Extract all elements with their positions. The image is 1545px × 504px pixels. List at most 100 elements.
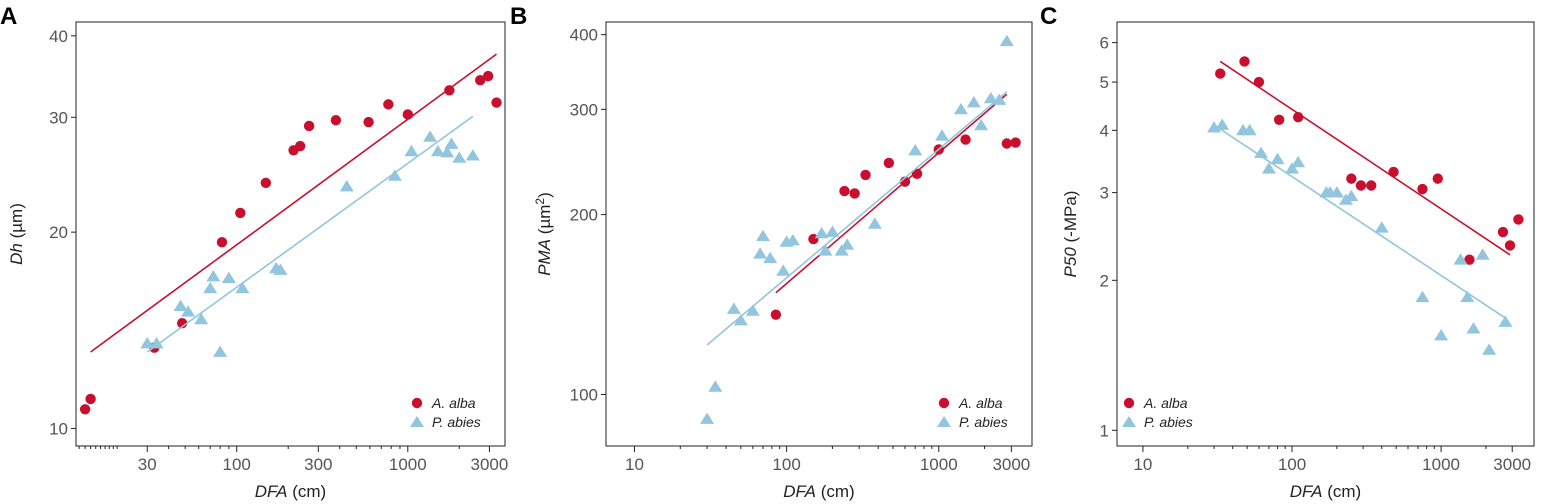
point-abies (206, 270, 221, 282)
point-abies (452, 151, 467, 163)
point-alba (883, 157, 895, 169)
x-axis-title-unit: (cm) (1323, 482, 1362, 501)
point-abies (814, 226, 829, 239)
point-abies (1374, 221, 1389, 233)
point-abies (834, 244, 849, 256)
panel-letter: C (1040, 3, 1057, 30)
legend-marker-abies (1122, 416, 1136, 427)
point-alba (1346, 173, 1357, 184)
panel-A: A 10 20 30 40 30 100 300 1000 3000 DFA (cm) Dh (µm)… (0, 3, 508, 501)
point-abies (213, 345, 228, 357)
point-abies (1344, 189, 1359, 202)
y-axis-title-unit: (µm (535, 205, 554, 239)
point-alba (849, 188, 860, 199)
point-abies (733, 313, 748, 326)
x-tick-label: 1000 (389, 455, 427, 474)
y-tick-label: 2 (1100, 271, 1109, 290)
point-abies (1242, 123, 1257, 136)
y-axis-title-close: ) (535, 192, 554, 198)
point-abies (1215, 118, 1230, 130)
x-tick-label: 1000 (1422, 455, 1460, 474)
point-alba (1504, 240, 1516, 251)
y-tick-label: 300 (570, 100, 598, 119)
legend-label-abies: P. abies (959, 414, 1008, 430)
x-axis-title-var: DFA (255, 482, 288, 501)
legend-marker-alba (1123, 397, 1135, 409)
point-abies (1261, 162, 1276, 174)
point-alba (1292, 112, 1304, 123)
point-abies (140, 336, 155, 349)
point-alba (235, 207, 246, 219)
point-alba (383, 99, 394, 110)
point-abies (203, 281, 218, 294)
point-abies (387, 169, 402, 181)
point-abies (1460, 290, 1475, 303)
y-tick-label: 3 (1100, 184, 1109, 203)
point-abies (753, 247, 768, 259)
point-alba (482, 70, 494, 82)
x-tick-label: 100 (772, 455, 800, 474)
point-abies (1453, 253, 1468, 265)
point-abies (173, 299, 188, 312)
y-tick-label: 400 (570, 26, 598, 45)
x-axis-title: DFA (cm) (783, 482, 854, 501)
point-abies (726, 302, 741, 314)
x-axis-title-var: DFA (783, 482, 816, 501)
panel-B: B 100 200 300 400 10 100 1000 3000 DFA (cm) PMA (µ… (510, 3, 1033, 501)
legend-marker-alba (411, 397, 423, 409)
point-abies (763, 251, 778, 264)
legend-marker-abies (410, 416, 424, 427)
point-alba (1253, 76, 1265, 88)
point-abies (745, 304, 760, 316)
fit-line-abies (146, 115, 474, 353)
legend-label-alba: A. alba (1143, 395, 1188, 411)
point-alba (260, 177, 272, 189)
point-abies (1415, 290, 1430, 303)
y-tick-label: 20 (49, 223, 68, 242)
point-abies (339, 179, 354, 192)
panel-letter: B (510, 3, 527, 30)
y-axis-title-sup: 2 (533, 198, 547, 205)
y-axis-title: PMA (µm2) (533, 192, 554, 276)
point-abies (194, 312, 209, 325)
point-abies (444, 137, 459, 149)
point-alba (1215, 68, 1226, 79)
point-abies (756, 229, 771, 242)
point-abies (934, 129, 949, 141)
point-abies (1329, 186, 1344, 198)
y-tick-label: 1 (1100, 421, 1109, 440)
fit-line-abies (706, 91, 1008, 346)
point-abies (1285, 162, 1300, 174)
point-alba (1010, 137, 1021, 148)
x-tick-label: 10 (625, 455, 644, 474)
point-alba (911, 168, 923, 180)
y-axis-title-unit: (µm) (7, 203, 26, 243)
point-alba (960, 134, 971, 145)
y-tick-label: 6 (1100, 34, 1109, 53)
point-abies (273, 263, 288, 275)
point-abies (235, 281, 250, 294)
y-tick-label: 100 (570, 385, 598, 404)
y-axis-title-var: Dh (7, 243, 26, 265)
point-abies (149, 336, 164, 349)
point-alba (1355, 180, 1367, 191)
point-abies (776, 264, 791, 276)
legend-label-abies: P. abies (1144, 414, 1193, 430)
point-abies (1498, 315, 1513, 327)
point-alba (402, 109, 413, 120)
x-tick-label: 3000 (471, 455, 509, 474)
x-tick-label: 3000 (1493, 455, 1531, 474)
point-abies (974, 118, 989, 131)
point-alba (1273, 114, 1285, 125)
y-axis-title-unit: (-MPa) (1061, 191, 1080, 248)
x-tick-label: 1000 (920, 455, 958, 474)
point-abies (966, 96, 981, 108)
point-abies (908, 144, 923, 156)
x-tick-label: 3000 (992, 455, 1030, 474)
legend: A. alba P. abies (937, 395, 1008, 430)
point-abies (1434, 328, 1449, 341)
point-alba (79, 404, 91, 415)
point-abies (404, 144, 419, 157)
y-tick-label: 40 (49, 27, 68, 46)
